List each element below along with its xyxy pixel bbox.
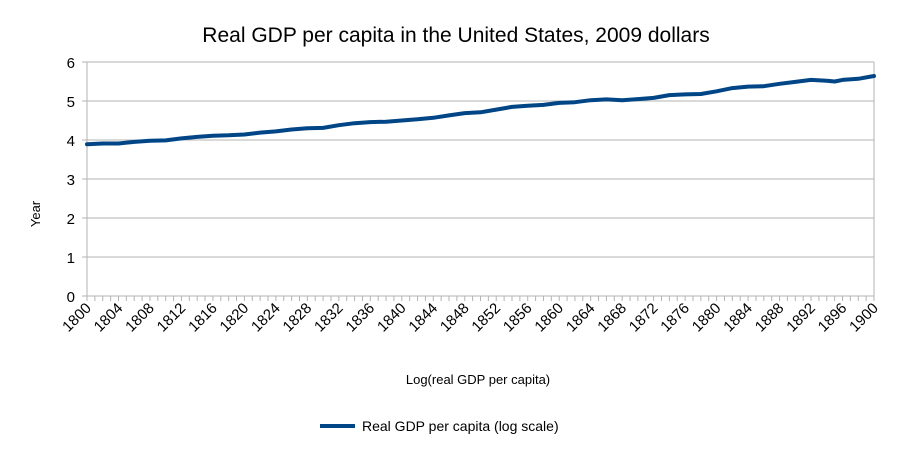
x-tick-label: 1880 (689, 300, 725, 336)
x-tick-label: 1896 (815, 300, 851, 336)
x-tick-label: 1840 (374, 300, 410, 336)
y-tick-label: 4 (67, 133, 75, 150)
x-axis: 1800180418081812181618201824182818321836… (59, 296, 882, 335)
x-tick-label: 1872 (626, 300, 662, 336)
grid (82, 61, 875, 301)
y-tick-label: 2 (67, 211, 75, 228)
x-axis-label: Log(real GDP per capita) (406, 372, 550, 387)
x-tick-label: 1836 (343, 300, 379, 336)
x-tick-label: 1816 (185, 300, 221, 336)
x-tick-label: 1884 (720, 300, 756, 336)
y-tick-label: 0 (67, 289, 75, 306)
x-tick-label: 1888 (752, 300, 788, 336)
y-tick-label: 3 (67, 172, 75, 189)
x-tick-label: 1800 (59, 300, 95, 336)
x-tick-label: 1852 (468, 300, 504, 336)
x-tick-label: 1900 (846, 300, 882, 336)
x-tick-label: 1844 (405, 300, 441, 336)
x-tick-label: 1868 (594, 300, 630, 336)
x-tick-label: 1856 (500, 300, 536, 336)
x-tick-label: 1812 (154, 300, 190, 336)
x-tick-label: 1860 (531, 300, 567, 336)
y-tick-label: 5 (67, 94, 75, 111)
x-tick-label: 1820 (217, 300, 253, 336)
y-tick-label: 1 (67, 250, 75, 267)
y-axis-label: Year (28, 200, 43, 227)
x-tick-label: 1892 (783, 300, 819, 336)
legend: Real GDP per capita (log scale) (320, 418, 559, 434)
x-tick-label: 1804 (91, 300, 127, 336)
x-tick-label: 1832 (311, 300, 347, 336)
x-tick-label: 1848 (437, 300, 473, 336)
x-tick-label: 1876 (657, 300, 693, 336)
x-tick-label: 1824 (248, 300, 284, 336)
series-layer (85, 74, 876, 147)
y-axis: 0 1 2 3 4 5 6 (67, 55, 75, 306)
legend-label: Real GDP per capita (log scale) (362, 418, 559, 434)
x-tick-label: 1864 (563, 300, 599, 336)
x-tick-label: 1808 (122, 300, 158, 336)
x-tick-label: 1828 (280, 300, 316, 336)
chart-title: Real GDP per capita in the United States… (202, 24, 709, 47)
y-tick-label: 6 (67, 55, 75, 72)
series-line (85, 74, 876, 147)
